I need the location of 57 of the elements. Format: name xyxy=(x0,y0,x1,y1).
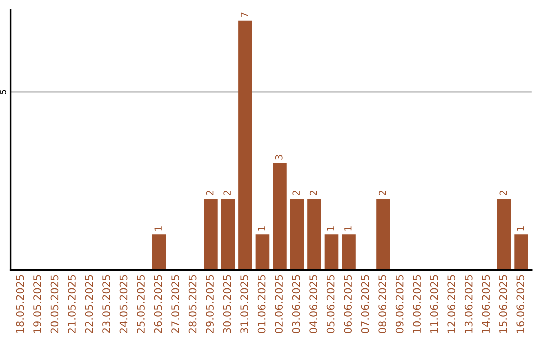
x-tick-label: 08.06.2025 xyxy=(378,275,387,334)
bar xyxy=(376,199,390,270)
x-tick-label: 28.05.2025 xyxy=(188,275,197,334)
x-tick-label: 29.05.2025 xyxy=(206,275,214,334)
x-tick-label: 06.06.2025 xyxy=(344,275,352,334)
bar xyxy=(308,199,322,270)
x-tick-label: 10.06.2025 xyxy=(413,275,422,333)
bar xyxy=(290,199,304,270)
data-label: 2 xyxy=(310,191,318,196)
x-tick-label: 20.05.2025 xyxy=(50,275,59,334)
x-tick-label: 13.06.2025 xyxy=(464,275,473,333)
x-tick-label: 19.05.2025 xyxy=(34,275,42,333)
data-label: 2 xyxy=(378,191,386,196)
x-tick-label: 26.05.2025 xyxy=(154,275,162,334)
x-tick-label: 05.06.2025 xyxy=(326,275,335,334)
x-tick-label: 12.06.2025 xyxy=(448,275,456,333)
bar xyxy=(514,234,528,270)
x-tick-label: 01.06.2025 xyxy=(258,275,266,334)
x-tick-label: 14.06.2025 xyxy=(482,275,490,333)
data-label: 1 xyxy=(258,226,266,231)
x-tick-label: 07.06.2025 xyxy=(361,275,370,334)
x-tick-label: 22.05.2025 xyxy=(85,275,94,334)
x-tick-label: 21.05.2025 xyxy=(68,275,76,334)
x-tick-label: 31.05.2025 xyxy=(240,275,248,334)
bar xyxy=(256,234,270,270)
x-tick-label: 23.05.2025 xyxy=(102,275,110,334)
x-tick-label: 18.05.2025 xyxy=(16,275,24,333)
bar xyxy=(152,234,166,270)
data-label: 2 xyxy=(224,191,231,196)
x-tick-label: 02.06.2025 xyxy=(275,275,283,334)
y-tick-label: 5 xyxy=(0,90,6,94)
data-label: 3 xyxy=(275,155,283,160)
bar xyxy=(221,199,236,270)
x-tick-label: 11.06.2025 xyxy=(430,275,438,333)
bar xyxy=(497,199,512,270)
x-tick-label: 25.05.2025 xyxy=(137,275,145,334)
x-tick-label: 09.06.2025 xyxy=(396,275,404,334)
x-tick-label: 30.05.2025 xyxy=(223,275,232,334)
x-tick-label: 15.06.2025 xyxy=(499,275,508,333)
data-label: 1 xyxy=(344,226,352,231)
data-label: 7 xyxy=(241,12,248,18)
bar xyxy=(342,234,356,270)
x-tick-label: 16.06.2025 xyxy=(516,275,525,333)
x-tick-label: 03.06.2025 xyxy=(292,275,300,334)
data-label: 1 xyxy=(327,226,334,231)
x-tick-label: 27.05.2025 xyxy=(172,275,180,334)
x-tick-label: 24.05.2025 xyxy=(120,275,128,334)
data-label: 1 xyxy=(154,226,162,231)
data-label: 2 xyxy=(500,191,507,196)
data-label: 1 xyxy=(517,226,524,231)
bar xyxy=(238,20,252,270)
bar xyxy=(204,199,218,270)
bar xyxy=(273,163,287,270)
data-label: 2 xyxy=(206,191,214,196)
bar xyxy=(324,234,339,270)
x-tick-label: 04.06.2025 xyxy=(310,275,318,334)
data-label: 2 xyxy=(292,191,300,196)
